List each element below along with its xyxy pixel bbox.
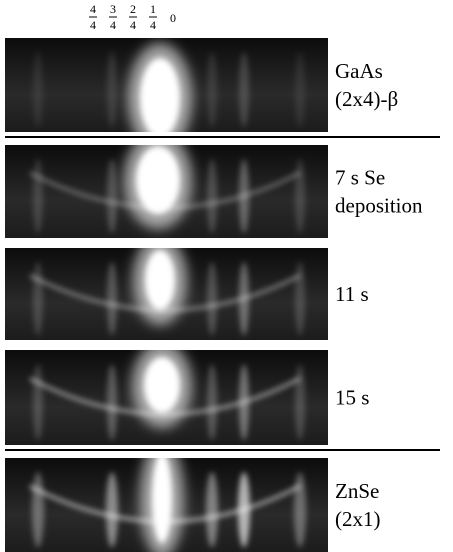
specular-spot bbox=[145, 250, 175, 310]
panel-label: (2x1) bbox=[335, 507, 381, 531]
streak bbox=[207, 364, 217, 441]
specular-spot bbox=[140, 58, 180, 132]
rheed-pattern bbox=[5, 145, 328, 238]
streak bbox=[107, 158, 117, 234]
panel-label: GaAs bbox=[335, 59, 383, 83]
streak bbox=[107, 261, 117, 336]
panel-label: ZnSe bbox=[335, 479, 379, 503]
rheed-pattern bbox=[5, 38, 328, 132]
streak bbox=[32, 472, 44, 548]
panel-label: 11 s bbox=[335, 282, 369, 306]
streak bbox=[295, 52, 305, 128]
fraction-denominator: 4 bbox=[110, 18, 116, 32]
specular-spot bbox=[144, 357, 180, 413]
streak bbox=[239, 52, 249, 128]
rheed-pattern bbox=[5, 458, 328, 552]
streak bbox=[106, 472, 118, 548]
streak bbox=[206, 472, 218, 548]
fraction-numerator: 2 bbox=[130, 2, 136, 16]
panel-label: 15 s bbox=[335, 386, 369, 410]
rheed-pattern bbox=[5, 248, 328, 340]
streak bbox=[207, 261, 217, 336]
fraction-denominator: 4 bbox=[130, 18, 136, 32]
streak bbox=[33, 52, 43, 128]
specular-spot bbox=[152, 458, 172, 543]
streak bbox=[207, 52, 217, 128]
panel-label: 7 s Se bbox=[335, 166, 385, 190]
fraction-denominator: 4 bbox=[150, 18, 156, 32]
streak bbox=[295, 261, 305, 336]
specular-spot bbox=[136, 146, 180, 214]
fraction-numerator: 3 bbox=[110, 2, 116, 16]
streak bbox=[207, 158, 217, 234]
panel-label: (2x4)-β bbox=[335, 87, 398, 111]
rheed-pattern bbox=[5, 350, 328, 445]
panel-label: deposition bbox=[335, 194, 423, 218]
streak bbox=[107, 52, 117, 128]
zero-label: 0 bbox=[170, 11, 176, 25]
fraction-numerator: 4 bbox=[90, 2, 96, 16]
streak bbox=[295, 158, 305, 234]
streak bbox=[295, 364, 305, 441]
streak bbox=[33, 364, 43, 441]
streak bbox=[33, 261, 43, 336]
streak bbox=[107, 364, 117, 441]
fraction-numerator: 1 bbox=[150, 2, 156, 16]
fraction-denominator: 4 bbox=[90, 18, 96, 32]
streak bbox=[33, 158, 43, 234]
streak bbox=[294, 472, 306, 548]
